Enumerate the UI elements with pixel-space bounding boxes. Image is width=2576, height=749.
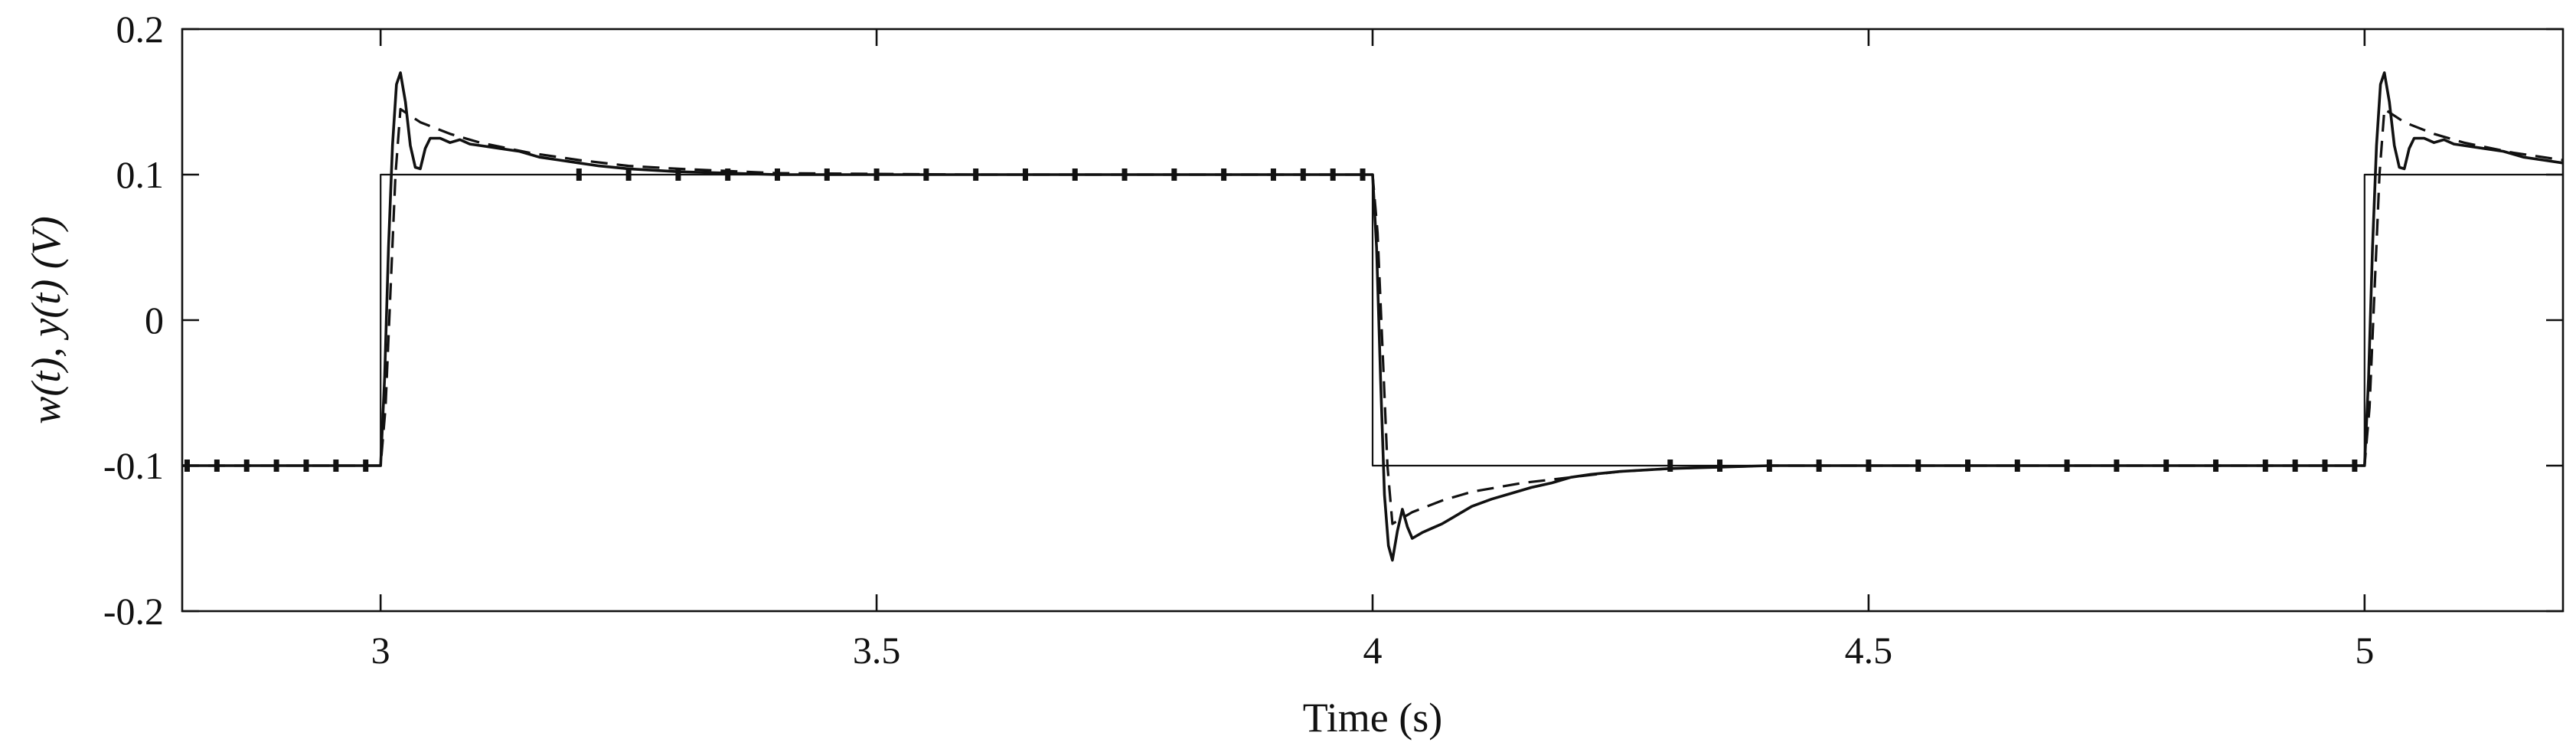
series-1-line bbox=[182, 107, 2564, 525]
series-3-marker bbox=[2352, 460, 2358, 472]
series-3-marker bbox=[243, 460, 250, 472]
series-3-marker bbox=[1766, 460, 1772, 472]
series-3-marker bbox=[1171, 168, 1177, 181]
series-0-line bbox=[182, 173, 2563, 467]
series-3-marker bbox=[775, 168, 780, 181]
series-3-marker bbox=[1667, 460, 1673, 472]
series-3-marker bbox=[363, 460, 369, 472]
series-3-marker bbox=[2163, 460, 2170, 472]
series-3-marker bbox=[1965, 460, 1970, 472]
series-3-marker bbox=[2114, 460, 2120, 472]
series-3-marker bbox=[1022, 168, 1028, 181]
series-3-marker bbox=[1360, 168, 1366, 181]
series-3-marker bbox=[675, 168, 681, 181]
series-3-marker bbox=[1915, 460, 1921, 472]
series-3-marker bbox=[973, 168, 979, 181]
series-3-marker bbox=[873, 168, 880, 181]
series-3-marker bbox=[2064, 460, 2070, 472]
x-tick-label: 5 bbox=[2355, 629, 2374, 672]
ticks: 3 3.5 4 4.5 5 -0.2 -0.1 0 0.1 0.2 bbox=[103, 8, 2563, 672]
series-3-marker bbox=[625, 168, 632, 181]
x-tick-label: 4.5 bbox=[1845, 629, 1893, 672]
series-3-marker bbox=[303, 460, 309, 472]
series-3-marker bbox=[2014, 460, 2020, 472]
y-tick-label: -0.1 bbox=[103, 444, 164, 487]
y-axis-label: w(t), y(t) (V) bbox=[23, 216, 69, 424]
x-tick-label: 3.5 bbox=[853, 629, 901, 672]
y-tick-label: 0.2 bbox=[116, 8, 165, 51]
series-3-marker bbox=[576, 168, 582, 181]
series-3-marker bbox=[2322, 460, 2328, 472]
x-axis-label: Time (s) bbox=[1303, 695, 1443, 741]
series-3-marker bbox=[2212, 460, 2218, 472]
y-tick-label: 0.1 bbox=[116, 153, 165, 196]
series-3-marker bbox=[2262, 460, 2268, 472]
series-3-marker bbox=[1121, 168, 1128, 181]
series-3-marker bbox=[824, 168, 830, 181]
series-3-marker bbox=[725, 168, 731, 181]
series-3-marker bbox=[214, 460, 220, 472]
series-3-marker bbox=[333, 460, 339, 472]
x-tick-label: 4 bbox=[1363, 629, 1383, 672]
series-3-marker bbox=[273, 460, 279, 472]
series-3-marker bbox=[1221, 168, 1227, 181]
series-3-marker bbox=[1816, 460, 1822, 472]
y-tick-label: 0 bbox=[145, 299, 164, 342]
x-tick-label: 3 bbox=[371, 629, 390, 672]
y-tick-label: -0.2 bbox=[103, 590, 164, 633]
series-3-marker bbox=[1072, 168, 1078, 181]
series-3-marker bbox=[1866, 460, 1872, 472]
series-3-marker bbox=[1300, 168, 1306, 181]
series-3-marker bbox=[2292, 460, 2298, 472]
series-3-marker bbox=[1717, 460, 1723, 472]
series-3-marker bbox=[1270, 168, 1276, 181]
series-3-marker bbox=[923, 168, 929, 181]
axes-box bbox=[181, 28, 2565, 613]
series-3-marker bbox=[1330, 168, 1336, 181]
plot-area bbox=[182, 71, 2564, 562]
series-2-line bbox=[182, 71, 2564, 562]
